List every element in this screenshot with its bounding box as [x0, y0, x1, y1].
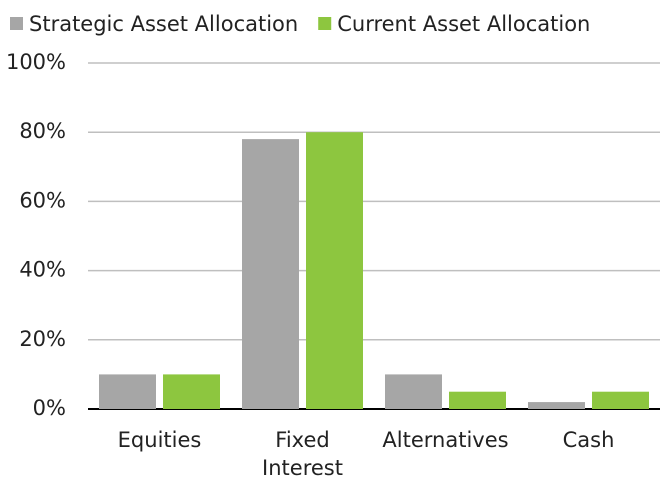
- bar: [242, 139, 299, 409]
- x-tick-label: Alternatives: [382, 428, 509, 452]
- legend-label: Current Asset Allocation: [337, 12, 590, 36]
- y-tick-label: 60%: [19, 188, 66, 212]
- bar: [306, 132, 363, 409]
- y-tick-label: 40%: [19, 258, 66, 282]
- legend-swatch: [318, 17, 332, 30]
- x-tick-label: Cash: [562, 428, 615, 452]
- y-tick-label: 20%: [19, 327, 66, 351]
- y-tick-label: 0%: [33, 396, 66, 420]
- bar: [592, 391, 649, 409]
- bar: [449, 391, 506, 409]
- legend-label: Strategic Asset Allocation: [29, 12, 298, 36]
- y-tick-label: 80%: [19, 119, 66, 143]
- y-tick-label: 100%: [6, 50, 66, 74]
- bar: [528, 402, 585, 409]
- x-tick-label: Fixed Interest: [262, 428, 343, 480]
- bar: [385, 374, 442, 409]
- x-tick-label: Equities: [117, 428, 202, 452]
- legend-swatch: [10, 17, 23, 30]
- bar: [163, 374, 220, 409]
- bar: [99, 374, 156, 409]
